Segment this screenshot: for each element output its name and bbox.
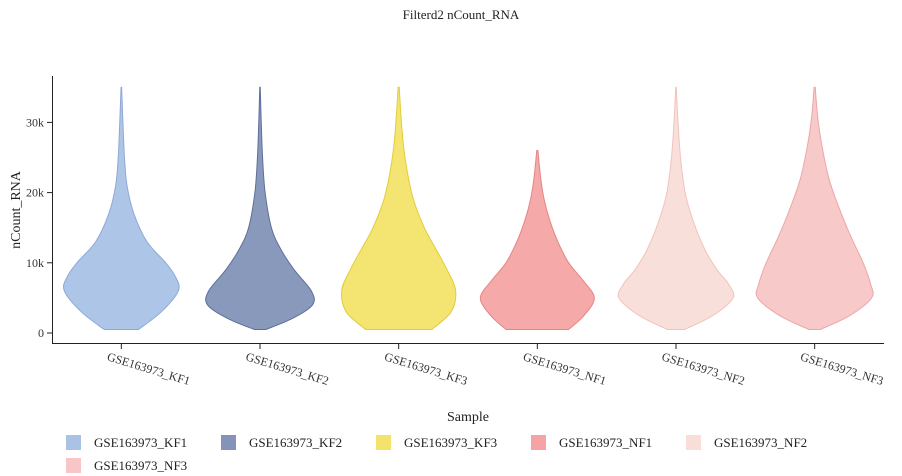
legend-swatch (376, 435, 391, 450)
x-ticks: GSE163973_KF1 GSE163973_KF2 GSE163973_KF3 G… (105, 344, 885, 388)
legend-label: GSE163973_KF1 (94, 435, 187, 450)
legend-label: GSE163973_KF3 (404, 435, 497, 450)
legend: GSE163973_KF1 GSE163973_KF2 GSE163973_KF3 G… (66, 435, 807, 473)
legend-swatch (66, 458, 81, 473)
violin-gse163973-nf3 (755, 86, 874, 330)
y-tick-label: 30k (26, 115, 44, 129)
violin-group (62, 86, 874, 330)
violin-gse163973-kf3 (341, 86, 457, 330)
legend-label: GSE163973_NF1 (559, 435, 652, 450)
legend-swatch (686, 435, 701, 450)
y-axis-title: nCount_RNA (9, 170, 24, 249)
x-tick-label: GSE163973_KF1 (105, 349, 191, 388)
x-axis-title: Sample (447, 410, 489, 425)
y-tick-label: 20k (26, 186, 44, 200)
x-tick-label: GSE163973_KF3 (383, 349, 469, 388)
x-tick-label: GSE163973_NF2 (660, 349, 746, 388)
legend-swatch (531, 435, 546, 450)
violin-gse163973-nf2 (617, 86, 735, 330)
y-ticks: 0 10k 20k 30k (26, 115, 52, 340)
legend-label: GSE163973_NF2 (714, 435, 807, 450)
legend-swatch (221, 435, 236, 450)
chart-title: Filterd2 nCount_RNA (403, 7, 520, 22)
x-tick-label: GSE163973_NF1 (521, 349, 607, 388)
y-tick-label: 0 (38, 326, 44, 340)
violin-gse163973-nf1 (479, 149, 595, 330)
legend-label: GSE163973_NF3 (94, 458, 187, 473)
y-tick-label: 10k (26, 256, 44, 270)
legend-swatch (66, 435, 81, 450)
x-tick-label: GSE163973_KF2 (244, 349, 330, 388)
legend-label: GSE163973_KF2 (249, 435, 342, 450)
x-tick-label: GSE163973_NF3 (799, 349, 885, 388)
violin-gse163973-kf1 (62, 86, 180, 330)
violin-gse163973-kf2 (205, 86, 315, 330)
